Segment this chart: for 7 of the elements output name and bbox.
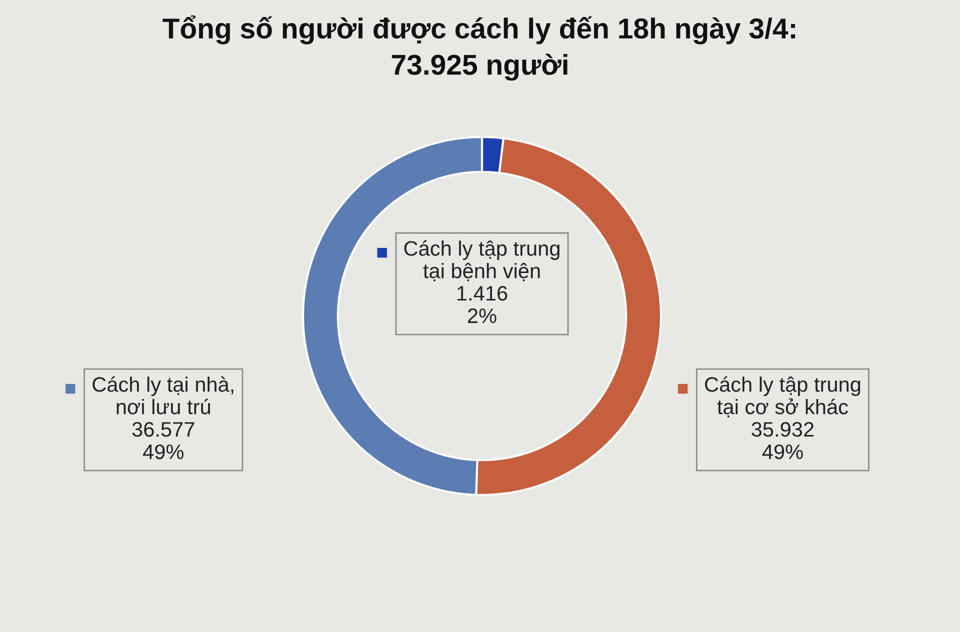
data-label: 1.416 2% (458, 286, 508, 324)
data-label: 35.932 49% (752, 422, 814, 460)
data-label: 36.577 49% (132, 422, 194, 460)
legend-label: Cách ly tập trung tại cơ sở khác (705, 376, 860, 418)
chart-title: Tổng số người được cách ly đến 18h ngày 3/4: 73.925 người (162, 15, 796, 81)
legend-label: Cách ly tại nhà, nơi lưu trú (92, 376, 234, 414)
legend-label: Cách ly tập trung tại bệnh viện (404, 240, 560, 282)
